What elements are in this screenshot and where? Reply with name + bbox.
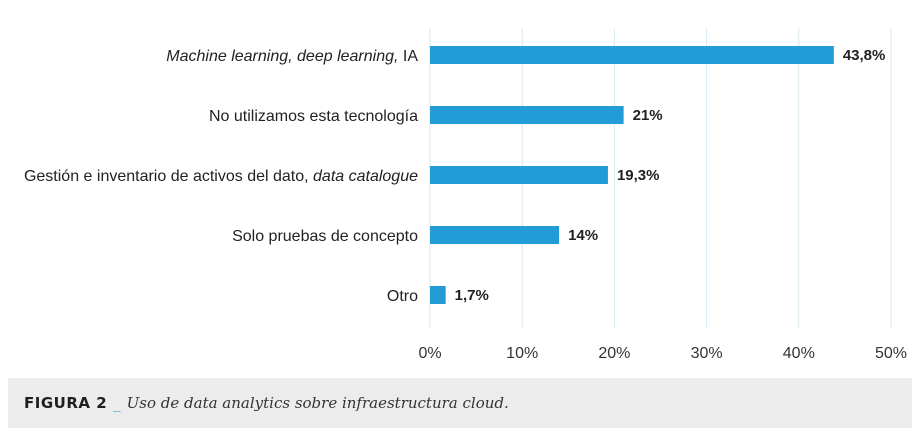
x-tick-label: 20% (598, 345, 630, 362)
bar (430, 106, 624, 124)
bar (430, 286, 446, 304)
x-tick-label: 40% (783, 345, 815, 362)
x-tick-label: 10% (506, 345, 538, 362)
bar-chart: Machine learning, deep learning, IA No ut… (24, 28, 907, 362)
bars (430, 46, 834, 304)
value-label: 14% (568, 227, 598, 244)
value-label: 21% (633, 107, 663, 124)
category-labels: Machine learning, deep learning, IA No ut… (24, 48, 418, 305)
x-tick-label: 50% (875, 345, 907, 362)
gridlines (429, 28, 892, 328)
category-label: Machine learning, deep learning, IA (166, 48, 418, 65)
value-label: 19,3% (617, 167, 660, 184)
bar (430, 226, 560, 244)
bar (430, 166, 608, 184)
figure-caption: FIGURA 2 _ Uso de data analytics sobre i… (8, 378, 912, 428)
category-label: No utilizamos esta tecnología (209, 108, 418, 125)
value-labels: 43,8% 21% 19,3% 14% 1,7% (455, 47, 886, 304)
category-label: Gestión e inventario de activos del dato… (24, 168, 418, 185)
x-axis-tick-labels: 0% 10% 20% 30% 40% 50% (418, 345, 907, 362)
caption-separator: _ (113, 394, 121, 412)
x-tick-label: 30% (691, 345, 723, 362)
x-tick-label: 0% (418, 345, 441, 362)
category-label: Solo pruebas de concepto (232, 228, 418, 245)
value-label: 1,7% (455, 287, 489, 304)
caption-text: Uso de data analytics sobre infraestruct… (126, 394, 509, 412)
value-label: 43,8% (843, 47, 886, 64)
bar (430, 46, 834, 64)
category-label: Otro (387, 288, 418, 305)
caption-label: FIGURA 2 (24, 394, 108, 412)
